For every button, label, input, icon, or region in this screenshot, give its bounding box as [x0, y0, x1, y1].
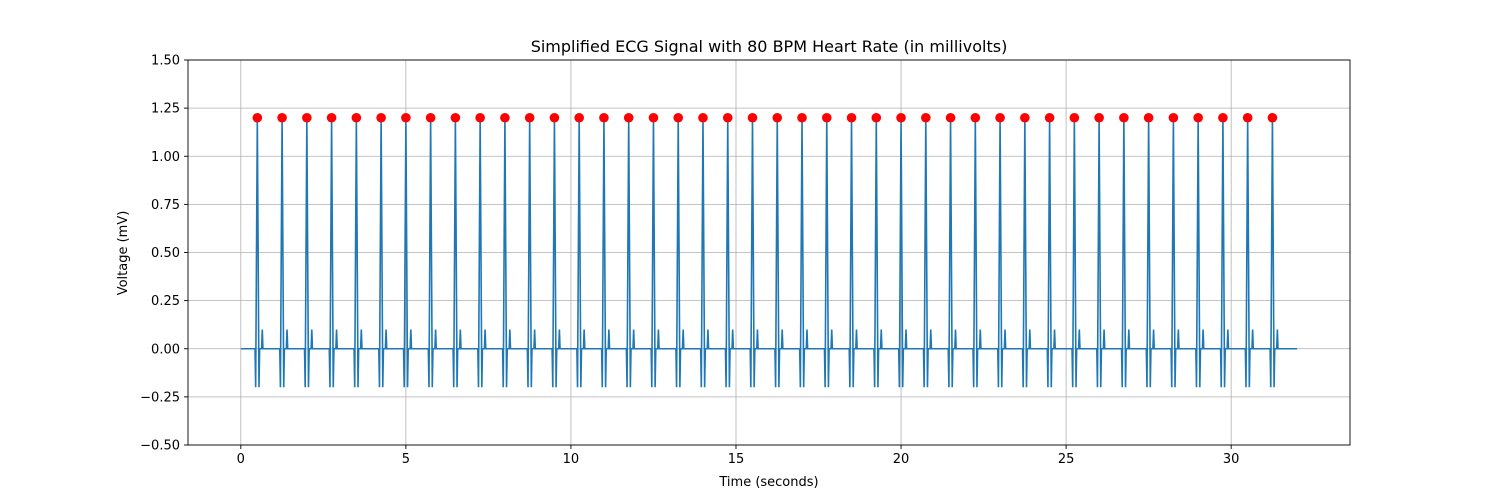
x-tick-label: 30	[1223, 452, 1240, 467]
r-peak-marker	[896, 112, 906, 123]
chart-title: Simplified ECG Signal with 80 BPM Heart …	[531, 37, 1008, 56]
r-peak-marker	[376, 112, 386, 123]
y-tick-label: 1.25	[151, 102, 180, 117]
r-peak-marker	[549, 112, 560, 123]
ecg-line	[240, 117, 1298, 388]
y-tick-label: −0.25	[140, 390, 180, 405]
y-tick-label: 0.75	[151, 198, 180, 213]
r-peak-marker	[425, 112, 436, 123]
y-ticks: −0.50 −0.25 0.00 0.25 0.50 0.75 1.00 1.25 1.50	[140, 54, 188, 454]
r-peak-marker	[599, 112, 609, 123]
x-tick-label: 5	[402, 452, 410, 467]
r-peak-marker	[698, 112, 708, 123]
r-peak-marker	[1069, 112, 1080, 123]
r-peak-marker	[970, 112, 981, 123]
r-peak-marker	[574, 112, 584, 123]
r-peak-marker	[623, 112, 634, 123]
y-tick-label: 0.50	[151, 246, 180, 261]
x-axis-label: Time (seconds)	[718, 475, 818, 490]
r-peak-marker	[1168, 112, 1179, 123]
x-tick-label: 10	[563, 452, 580, 467]
y-tick-label: 1.00	[151, 150, 180, 165]
x-ticks: 0 5 10 15 20 25 30	[237, 445, 1240, 467]
r-peak-marker	[871, 112, 882, 123]
x-tick-label: 20	[893, 452, 910, 467]
r-peak-marker	[252, 112, 263, 123]
r-peak-marker	[302, 112, 312, 123]
r-peak-marker	[1143, 112, 1154, 123]
r-peak-marker	[1218, 112, 1228, 123]
r-peak-marker	[772, 112, 783, 123]
r-peak-marker	[722, 112, 733, 123]
y-tick-label: 0.00	[151, 342, 180, 357]
x-tick-label: 0	[237, 452, 245, 467]
r-peak-marker	[673, 112, 684, 123]
r-peak-marker	[524, 112, 535, 123]
r-peak-markers	[252, 112, 1278, 123]
r-peak-marker	[1193, 112, 1203, 123]
r-peak-marker	[1044, 112, 1055, 123]
ecg-series	[240, 117, 1298, 388]
r-peak-marker	[648, 112, 659, 123]
x-tick-label: 15	[728, 452, 745, 467]
r-peak-marker	[450, 112, 461, 123]
x-tick-label: 25	[1058, 452, 1075, 467]
r-peak-marker	[401, 112, 411, 123]
r-peak-marker	[1119, 112, 1129, 123]
y-tick-label: −0.50	[140, 439, 180, 454]
r-peak-marker	[821, 112, 832, 123]
r-peak-marker	[1242, 112, 1253, 123]
y-tick-label: 1.50	[151, 54, 180, 69]
r-peak-marker	[1020, 112, 1030, 123]
r-peak-marker	[1094, 112, 1104, 123]
y-tick-label: 0.25	[151, 294, 180, 309]
r-peak-marker	[747, 112, 758, 123]
r-peak-marker	[277, 112, 287, 123]
r-peak-marker	[326, 112, 337, 123]
r-peak-marker	[846, 112, 857, 123]
y-axis-label: Voltage (mV)	[116, 211, 131, 296]
r-peak-marker	[1267, 112, 1278, 123]
r-peak-marker	[351, 112, 362, 123]
r-peak-marker	[995, 112, 1005, 123]
r-peak-marker	[921, 112, 931, 123]
r-peak-marker	[500, 112, 510, 123]
r-peak-marker	[797, 112, 807, 123]
r-peak-marker	[945, 112, 956, 123]
r-peak-marker	[475, 112, 485, 123]
